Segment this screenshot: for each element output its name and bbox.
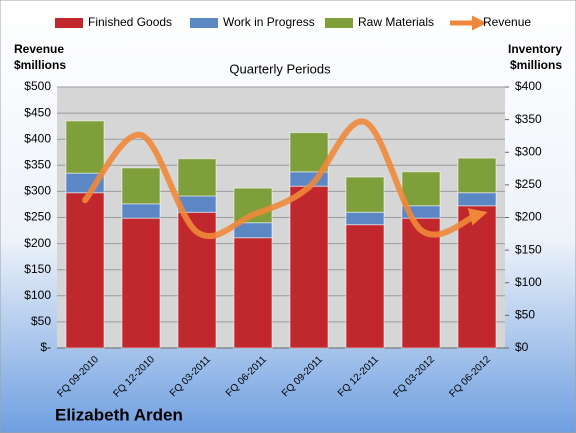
bar-segment bbox=[121, 167, 161, 205]
y-tick-label: $450 bbox=[24, 105, 51, 119]
bar-segment bbox=[457, 192, 497, 207]
legend-label: Raw Materials bbox=[358, 15, 434, 29]
legend-label: Work in Progress bbox=[223, 15, 315, 29]
y-axis-label: $millions bbox=[14, 58, 66, 72]
legend-label: Finished Goods bbox=[88, 15, 172, 29]
legend-label: Revenue bbox=[483, 15, 531, 29]
y2-tick-label: $50 bbox=[515, 308, 535, 322]
bar-segment bbox=[345, 176, 385, 213]
y2-tick-label: $0 bbox=[515, 340, 529, 354]
bar-segment bbox=[457, 205, 497, 349]
y-axis-label: Revenue bbox=[14, 42, 64, 56]
y2-axis-label: Inventory bbox=[508, 42, 562, 56]
bar-segment bbox=[65, 192, 105, 349]
y-tick-label: $400 bbox=[24, 131, 51, 145]
y2-tick-label: $400 bbox=[515, 79, 542, 93]
y-tick-label: $150 bbox=[24, 262, 51, 276]
y2-axis-label: $millions bbox=[510, 58, 562, 72]
y-tick-label: $300 bbox=[24, 184, 51, 198]
legend-swatch bbox=[190, 18, 218, 28]
legend-swatch bbox=[325, 18, 353, 28]
bar-segment bbox=[289, 132, 329, 173]
y2-tick-label: $100 bbox=[515, 275, 542, 289]
y-tick-label: $250 bbox=[24, 210, 51, 224]
y2-tick-label: $150 bbox=[515, 242, 542, 256]
y-tick-label: $50 bbox=[31, 314, 51, 328]
bar-segment bbox=[121, 217, 161, 349]
chart-title: Quarterly Periods bbox=[229, 61, 331, 76]
legend-swatch bbox=[55, 18, 83, 28]
bar-segment bbox=[233, 237, 273, 349]
bar-segment bbox=[65, 120, 105, 174]
y-tick-label: $200 bbox=[24, 236, 51, 250]
y2-tick-label: $300 bbox=[515, 144, 542, 158]
bar-segment bbox=[457, 157, 497, 194]
y-tick-label: $500 bbox=[24, 79, 51, 93]
bar-segment bbox=[401, 171, 441, 207]
y2-tick-label: $250 bbox=[515, 177, 542, 191]
y-tick-label: $350 bbox=[24, 157, 51, 171]
bar-segment bbox=[401, 217, 441, 349]
bar-segment bbox=[177, 158, 217, 197]
y-tick-label: $- bbox=[40, 340, 51, 354]
bar-segment bbox=[121, 203, 161, 219]
y-tick-label: $100 bbox=[24, 288, 51, 302]
bar-segment bbox=[345, 224, 385, 349]
y2-tick-label: $200 bbox=[515, 210, 542, 224]
bar-segment bbox=[345, 211, 385, 226]
y2-tick-label: $350 bbox=[515, 112, 542, 126]
bar-segment bbox=[289, 185, 329, 349]
line bbox=[82, 118, 488, 240]
footer: Elizabeth Arden bbox=[55, 405, 183, 424]
